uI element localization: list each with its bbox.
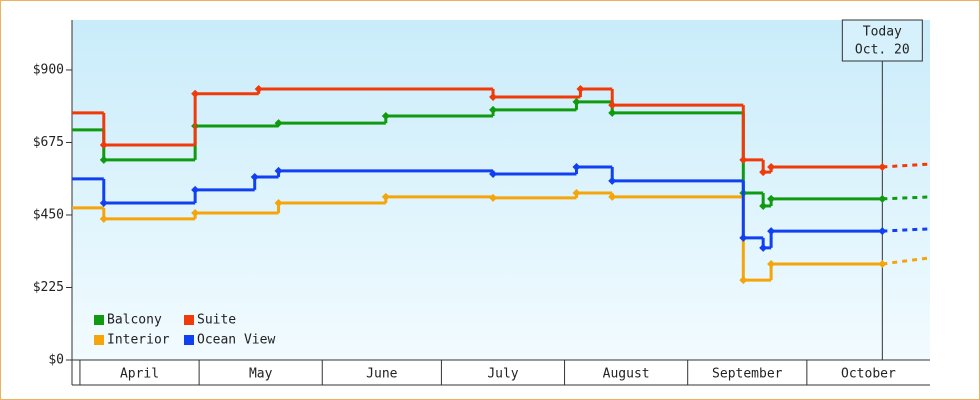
- point: [274, 119, 283, 128]
- point: [767, 162, 776, 171]
- today-date: Oct. 20: [855, 43, 910, 58]
- point: [767, 194, 776, 203]
- point: [878, 194, 887, 203]
- point: [191, 185, 200, 194]
- point: [572, 97, 581, 106]
- point: [381, 112, 390, 121]
- x-tick-label: October: [841, 367, 896, 382]
- forecast-line: [882, 256, 931, 266]
- legend-label: Balcony: [107, 313, 162, 328]
- today-label: Today: [863, 25, 902, 40]
- point: [489, 193, 498, 202]
- legend-label: Ocean View: [197, 333, 275, 348]
- point: [191, 209, 200, 218]
- point: [99, 155, 108, 164]
- point: [572, 162, 581, 171]
- point: [250, 172, 259, 181]
- x-tick-label: June: [366, 367, 397, 382]
- legend-swatch: [94, 335, 104, 345]
- x-tick-label: April: [120, 367, 159, 382]
- forecast-line: [882, 162, 931, 169]
- y-tick-label: $225: [33, 280, 64, 295]
- y-tick-label: $0: [48, 353, 64, 368]
- y-tick-label: $900: [33, 62, 64, 77]
- point: [572, 189, 581, 198]
- point: [99, 141, 108, 150]
- point: [576, 84, 585, 93]
- point: [608, 108, 617, 117]
- legend-label: Suite: [197, 313, 236, 328]
- forecast-line: [882, 195, 931, 201]
- point: [739, 155, 748, 164]
- point: [608, 101, 617, 110]
- legend-swatch: [94, 315, 104, 325]
- point: [489, 93, 498, 102]
- point: [767, 227, 776, 236]
- point: [99, 199, 108, 208]
- point: [99, 214, 108, 223]
- point: [608, 192, 617, 201]
- point: [878, 227, 887, 236]
- point: [878, 162, 887, 171]
- point: [274, 199, 283, 208]
- today-box: [841, 19, 923, 62]
- series: [72, 162, 931, 252]
- point: [878, 259, 887, 268]
- series: [72, 84, 931, 177]
- x-tick-label: July: [487, 367, 518, 382]
- point: [767, 259, 776, 268]
- point: [381, 192, 390, 201]
- legend-label: Interior: [107, 333, 170, 348]
- x-tick-label: August: [603, 367, 650, 382]
- point: [739, 233, 748, 242]
- point: [191, 89, 200, 98]
- x-tick-label: May: [249, 367, 273, 382]
- series: [72, 189, 931, 285]
- point: [759, 201, 768, 210]
- point: [489, 105, 498, 114]
- forecast-line: [882, 227, 931, 233]
- point: [739, 276, 748, 285]
- point: [254, 84, 263, 93]
- point: [759, 168, 768, 177]
- legend-swatch: [184, 315, 194, 325]
- x-tick-label: September: [712, 367, 783, 382]
- legend-swatch: [184, 335, 194, 345]
- y-tick-label: $450: [33, 207, 64, 222]
- point: [274, 166, 283, 175]
- point: [608, 176, 617, 185]
- point: [759, 243, 768, 252]
- y-tick-label: $675: [33, 135, 64, 150]
- point: [489, 170, 498, 179]
